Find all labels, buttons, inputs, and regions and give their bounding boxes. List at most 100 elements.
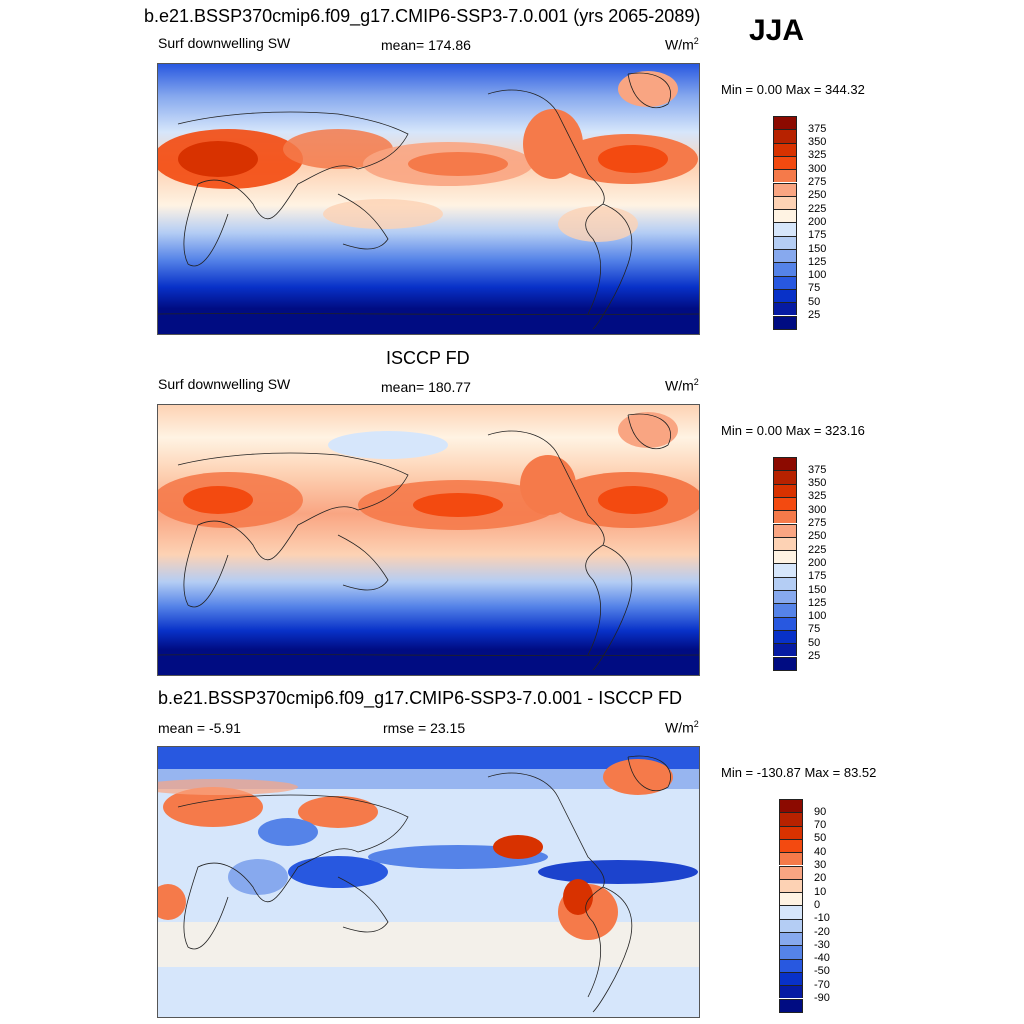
colorbar-box bbox=[779, 892, 803, 906]
colorbar-tick-label: 350 bbox=[808, 477, 827, 490]
panel1-map-field bbox=[158, 64, 699, 334]
colorbar-tick-label: -20 bbox=[814, 925, 830, 938]
panel1-minmax: Min = 0.00 Max = 344.32 bbox=[721, 82, 865, 97]
season-label: JJA bbox=[749, 14, 805, 47]
colorbar-tick-label: 0 bbox=[814, 898, 821, 911]
panel2-map-field bbox=[158, 405, 699, 675]
colorbar-box bbox=[779, 971, 803, 986]
colorbar-tick-label: 75 bbox=[808, 282, 821, 295]
colorbar-box bbox=[773, 510, 797, 524]
colorbar-tick-label: -40 bbox=[814, 952, 830, 965]
colorbar-tick-label: 175 bbox=[808, 570, 827, 583]
colorbar-tick-label: 40 bbox=[814, 845, 827, 858]
colorbar-tick-label: 375 bbox=[808, 463, 827, 476]
panel2-colorbar: 375 350 325 300 275 250 225 200 175 150 125 100 75 50… bbox=[773, 457, 826, 671]
panel1-map bbox=[157, 63, 700, 335]
panel3-rmse-label: rmse = 23.15 bbox=[383, 720, 466, 736]
colorbar-tick-label: 200 bbox=[808, 556, 827, 569]
colorbar-tick-label: 100 bbox=[808, 269, 827, 282]
colorbar-box bbox=[773, 576, 797, 590]
colorbar-tick-label: 150 bbox=[808, 583, 827, 596]
colorbar-tick-label: -30 bbox=[814, 938, 830, 951]
colorbar-tick-label: 375 bbox=[808, 122, 827, 135]
colorbar-box bbox=[773, 656, 797, 671]
colorbar-box bbox=[779, 825, 803, 839]
colorbar-box bbox=[773, 209, 797, 223]
colorbar-box bbox=[773, 457, 797, 471]
colorbar-box bbox=[773, 302, 797, 316]
colorbar-box bbox=[779, 852, 803, 866]
panel3-colorbar: 90 70 50 40 30 20 10 0 -10 -20 -30 -40 -50 -70 -90 bbox=[779, 799, 830, 1013]
panel1-title: b.e21.BSSP370cmip6.f09_g17.CMIP6-SSP3-7.… bbox=[144, 6, 701, 26]
panel3-mean-label: mean = -5.91 bbox=[158, 720, 241, 736]
colorbar-tick-label: 10 bbox=[814, 885, 827, 898]
colorbar-box bbox=[773, 523, 797, 537]
colorbar-box bbox=[779, 878, 803, 893]
colorbar-box bbox=[779, 905, 803, 919]
colorbar-box bbox=[779, 812, 803, 826]
panel3-title: b.e21.BSSP370cmip6.f09_g17.CMIP6-SSP3-7.… bbox=[158, 688, 682, 708]
colorbar-tick-label: 70 bbox=[814, 819, 827, 832]
colorbar-tick-label: 250 bbox=[808, 530, 827, 543]
colorbar-box bbox=[779, 918, 803, 932]
colorbar-box bbox=[773, 249, 797, 263]
colorbar-tick-label: 225 bbox=[808, 202, 827, 215]
panel3-minmax: Min = -130.87 Max = 83.52 bbox=[721, 765, 877, 780]
colorbar-tick-label: 50 bbox=[814, 832, 827, 845]
colorbar-box bbox=[779, 799, 803, 813]
colorbar-tick-label: 150 bbox=[808, 242, 827, 255]
colorbar-tick-label: 100 bbox=[808, 610, 827, 623]
panel1-units: W/m2 bbox=[665, 36, 699, 53]
colorbar-box bbox=[773, 155, 797, 170]
colorbar-box bbox=[779, 958, 803, 972]
panel3-units: W/m2 bbox=[665, 719, 699, 736]
colorbar-box bbox=[773, 235, 797, 249]
colorbar-tick-label: -50 bbox=[814, 965, 830, 978]
colorbar-box bbox=[773, 643, 797, 657]
colorbar-tick-label: 325 bbox=[808, 490, 827, 503]
colorbar-tick-label: 25 bbox=[808, 650, 821, 662]
colorbar-box bbox=[773, 169, 797, 183]
colorbar-box bbox=[773, 470, 797, 484]
panel2-minmax: Min = 0.00 Max = 323.16 bbox=[721, 423, 865, 438]
panel3-map-field bbox=[158, 747, 699, 1017]
colorbar-box bbox=[773, 116, 797, 130]
colorbar-box bbox=[779, 932, 803, 946]
colorbar-box bbox=[773, 262, 797, 276]
colorbar-tick-label: 300 bbox=[808, 503, 827, 516]
colorbar-box bbox=[773, 496, 797, 511]
colorbar-box bbox=[773, 182, 797, 196]
colorbar-tick-label: 30 bbox=[814, 859, 827, 871]
colorbar-box bbox=[773, 222, 797, 236]
colorbar-tick-label: 175 bbox=[808, 229, 827, 242]
colorbar-tick-label: -70 bbox=[814, 978, 830, 991]
colorbar-tick-label: 200 bbox=[808, 215, 827, 228]
colorbar-box bbox=[773, 603, 797, 617]
colorbar-box bbox=[773, 195, 797, 210]
colorbar-tick-label: 50 bbox=[808, 295, 821, 308]
colorbar-tick-label: 75 bbox=[808, 623, 821, 636]
colorbar-tick-label: 250 bbox=[808, 189, 827, 202]
colorbar-box bbox=[779, 865, 803, 879]
colorbar-box bbox=[779, 985, 803, 999]
colorbar-tick-label: 125 bbox=[808, 255, 827, 268]
colorbar-box bbox=[773, 629, 797, 644]
colorbar-tick-label: 275 bbox=[808, 517, 827, 529]
colorbar-box bbox=[779, 838, 803, 853]
colorbar-tick-label: 300 bbox=[808, 162, 827, 175]
colorbar-tick-label: 20 bbox=[814, 872, 827, 885]
colorbar-box bbox=[773, 288, 797, 303]
colorbar-box bbox=[773, 483, 797, 497]
colorbar-tick-label: 225 bbox=[808, 543, 827, 556]
colorbar-box bbox=[773, 275, 797, 289]
colorbar-box bbox=[773, 616, 797, 630]
colorbar-tick-label: 325 bbox=[808, 149, 827, 162]
colorbar-tick-label: 125 bbox=[808, 596, 827, 609]
colorbar-tick-label: 50 bbox=[808, 636, 821, 649]
colorbar-tick-label: 350 bbox=[808, 136, 827, 149]
colorbar-box bbox=[773, 590, 797, 604]
panel2-map bbox=[157, 404, 700, 676]
colorbar-tick-label: -10 bbox=[814, 912, 830, 925]
panel1-variable-label: Surf downwelling SW bbox=[158, 35, 291, 51]
colorbar-box bbox=[773, 129, 797, 143]
